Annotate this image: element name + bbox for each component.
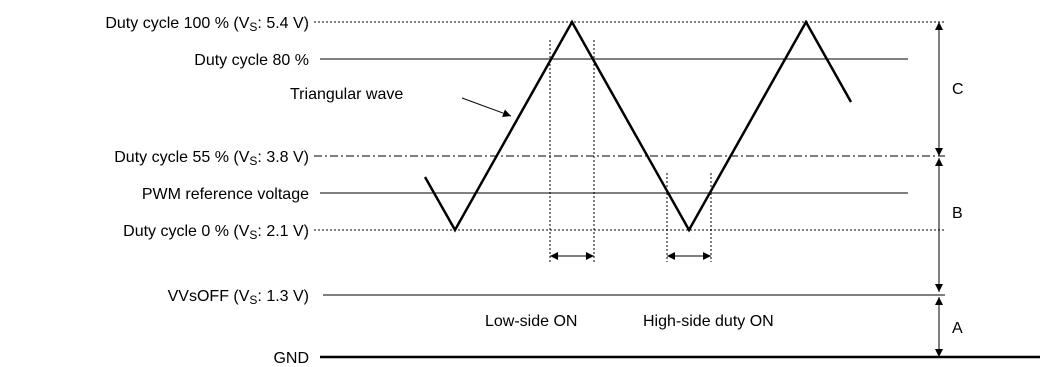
duty0-label: Duty cycle 0 % (VS: 2.1 V) [123, 223, 309, 242]
triangular-wave-label: Triangular wave [290, 86, 403, 103]
region-c-label: C [952, 81, 964, 98]
region-a-label: A [952, 320, 963, 337]
duty100-label: Duty cycle 100 % (VS: 5.4 V) [105, 15, 309, 34]
pwm-reference-label: PWM reference voltage [142, 186, 309, 203]
triangular-wave-pointer-arrow [461, 97, 512, 117]
triangular-wave [423, 19, 853, 233]
high-side-duty-on-label: High-side duty ON [643, 313, 774, 330]
vvsoff-label: VVsOFF (VS: 1.3 V) [168, 288, 309, 307]
low-side-on-label: Low-side ON [485, 313, 577, 330]
region-b-label: B [952, 205, 963, 222]
duty55-label: Duty cycle 55 % (VS: 3.8 V) [114, 149, 309, 168]
gnd-label: GND [273, 350, 309, 367]
duty80-label: Duty cycle 80 % [194, 52, 309, 69]
